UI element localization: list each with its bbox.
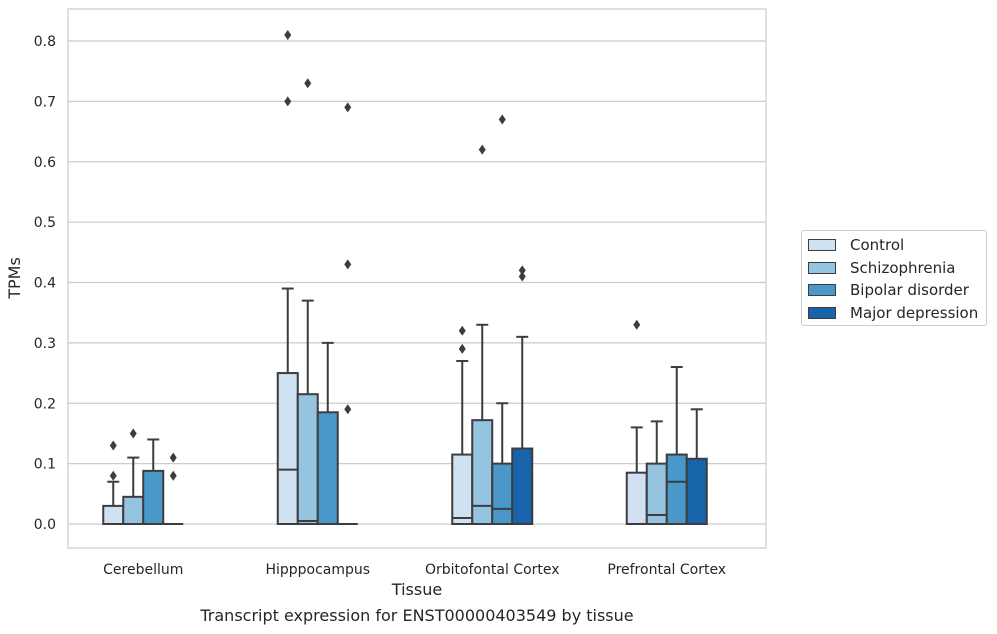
- outlier-point: [129, 428, 137, 439]
- outlier-point: [478, 144, 486, 155]
- box: [625, 471, 648, 525]
- y-tick-label: 0.4: [34, 276, 56, 292]
- y-tick-label: 0.6: [34, 155, 56, 171]
- legend-label: Bipolar disorder: [850, 281, 969, 299]
- y-tick-labels: 0.0 0.1 0.2 0.3 0.4 0.5 0.6 0.7 0.8: [34, 34, 56, 533]
- legend-label: Major depression: [850, 303, 979, 322]
- legend-swatch: [808, 239, 836, 251]
- box: [471, 419, 494, 525]
- box-series: [102, 29, 708, 526]
- chart-caption: Transcript expression for ENST0000040354…: [200, 606, 634, 625]
- box: [491, 462, 514, 525]
- y-tick-label: 0.8: [34, 34, 56, 50]
- outlier-point: [284, 96, 292, 107]
- box: [665, 453, 688, 526]
- legend-item: Major depression: [808, 303, 978, 323]
- legend-swatch: [808, 306, 836, 319]
- legend-label: Control: [850, 236, 905, 254]
- series-schizophrenia: [122, 78, 668, 525]
- legend-swatch: [808, 261, 836, 274]
- legend-item: Bipolar disorder: [808, 280, 969, 300]
- outlier-point: [458, 325, 466, 336]
- box: [316, 411, 339, 525]
- outlier-point: [458, 343, 466, 354]
- box: [142, 469, 165, 525]
- outlier-point: [633, 319, 641, 330]
- x-tick-label: Hipppocampus: [265, 562, 370, 578]
- y-tick-label: 0.1: [34, 457, 56, 473]
- outlier-point: [518, 265, 526, 276]
- legend-item: Control: [808, 235, 904, 255]
- x-tick-label: Orbitofontal Cortex: [425, 562, 560, 578]
- outlier-point: [498, 114, 506, 125]
- series-control: [102, 29, 648, 526]
- y-tick-label: 0.2: [34, 396, 56, 412]
- outlier-point: [284, 29, 292, 40]
- box: [451, 453, 474, 526]
- y-axis-label: TPMs: [5, 257, 24, 300]
- box: [122, 495, 145, 525]
- box: [511, 447, 534, 525]
- outlier-point: [109, 440, 117, 451]
- box: [296, 393, 319, 525]
- outlier-point: [169, 470, 177, 481]
- box: [276, 372, 299, 525]
- y-tick-label: 0.5: [34, 215, 56, 231]
- series-major-depression: [163, 102, 708, 526]
- box: [685, 457, 708, 526]
- outlier-point: [344, 404, 352, 415]
- outlier-point: [344, 259, 352, 270]
- legend-item: Schizophrenia: [808, 258, 955, 278]
- y-tick-label: 0.3: [34, 336, 56, 352]
- y-tick-label: 0.7: [34, 94, 56, 110]
- legend-label: Schizophrenia: [850, 258, 956, 277]
- outlier-point: [344, 102, 352, 113]
- box: [102, 504, 125, 526]
- y-tick-label: 0.0: [34, 517, 56, 533]
- outlier-point: [304, 78, 312, 89]
- outlier-point: [169, 452, 177, 463]
- x-tick-label: Prefrontal Cortex: [607, 562, 726, 578]
- plot-frame: [67, 8, 767, 549]
- series-bipolar-disorder: [142, 114, 688, 526]
- x-tick-labels: Cerebellum Hipppocampus Orbitofontal Corte…: [103, 562, 726, 578]
- x-axis-label: Tissue: [391, 580, 442, 599]
- outlier-point: [109, 470, 117, 481]
- gridlines: [68, 40, 766, 525]
- x-tick-label: Cerebellum: [103, 562, 183, 578]
- legend: Control Schizophrenia Bipolar disorder Majo…: [801, 230, 987, 326]
- outlier-point: [518, 271, 526, 282]
- legend-swatch: [808, 284, 836, 296]
